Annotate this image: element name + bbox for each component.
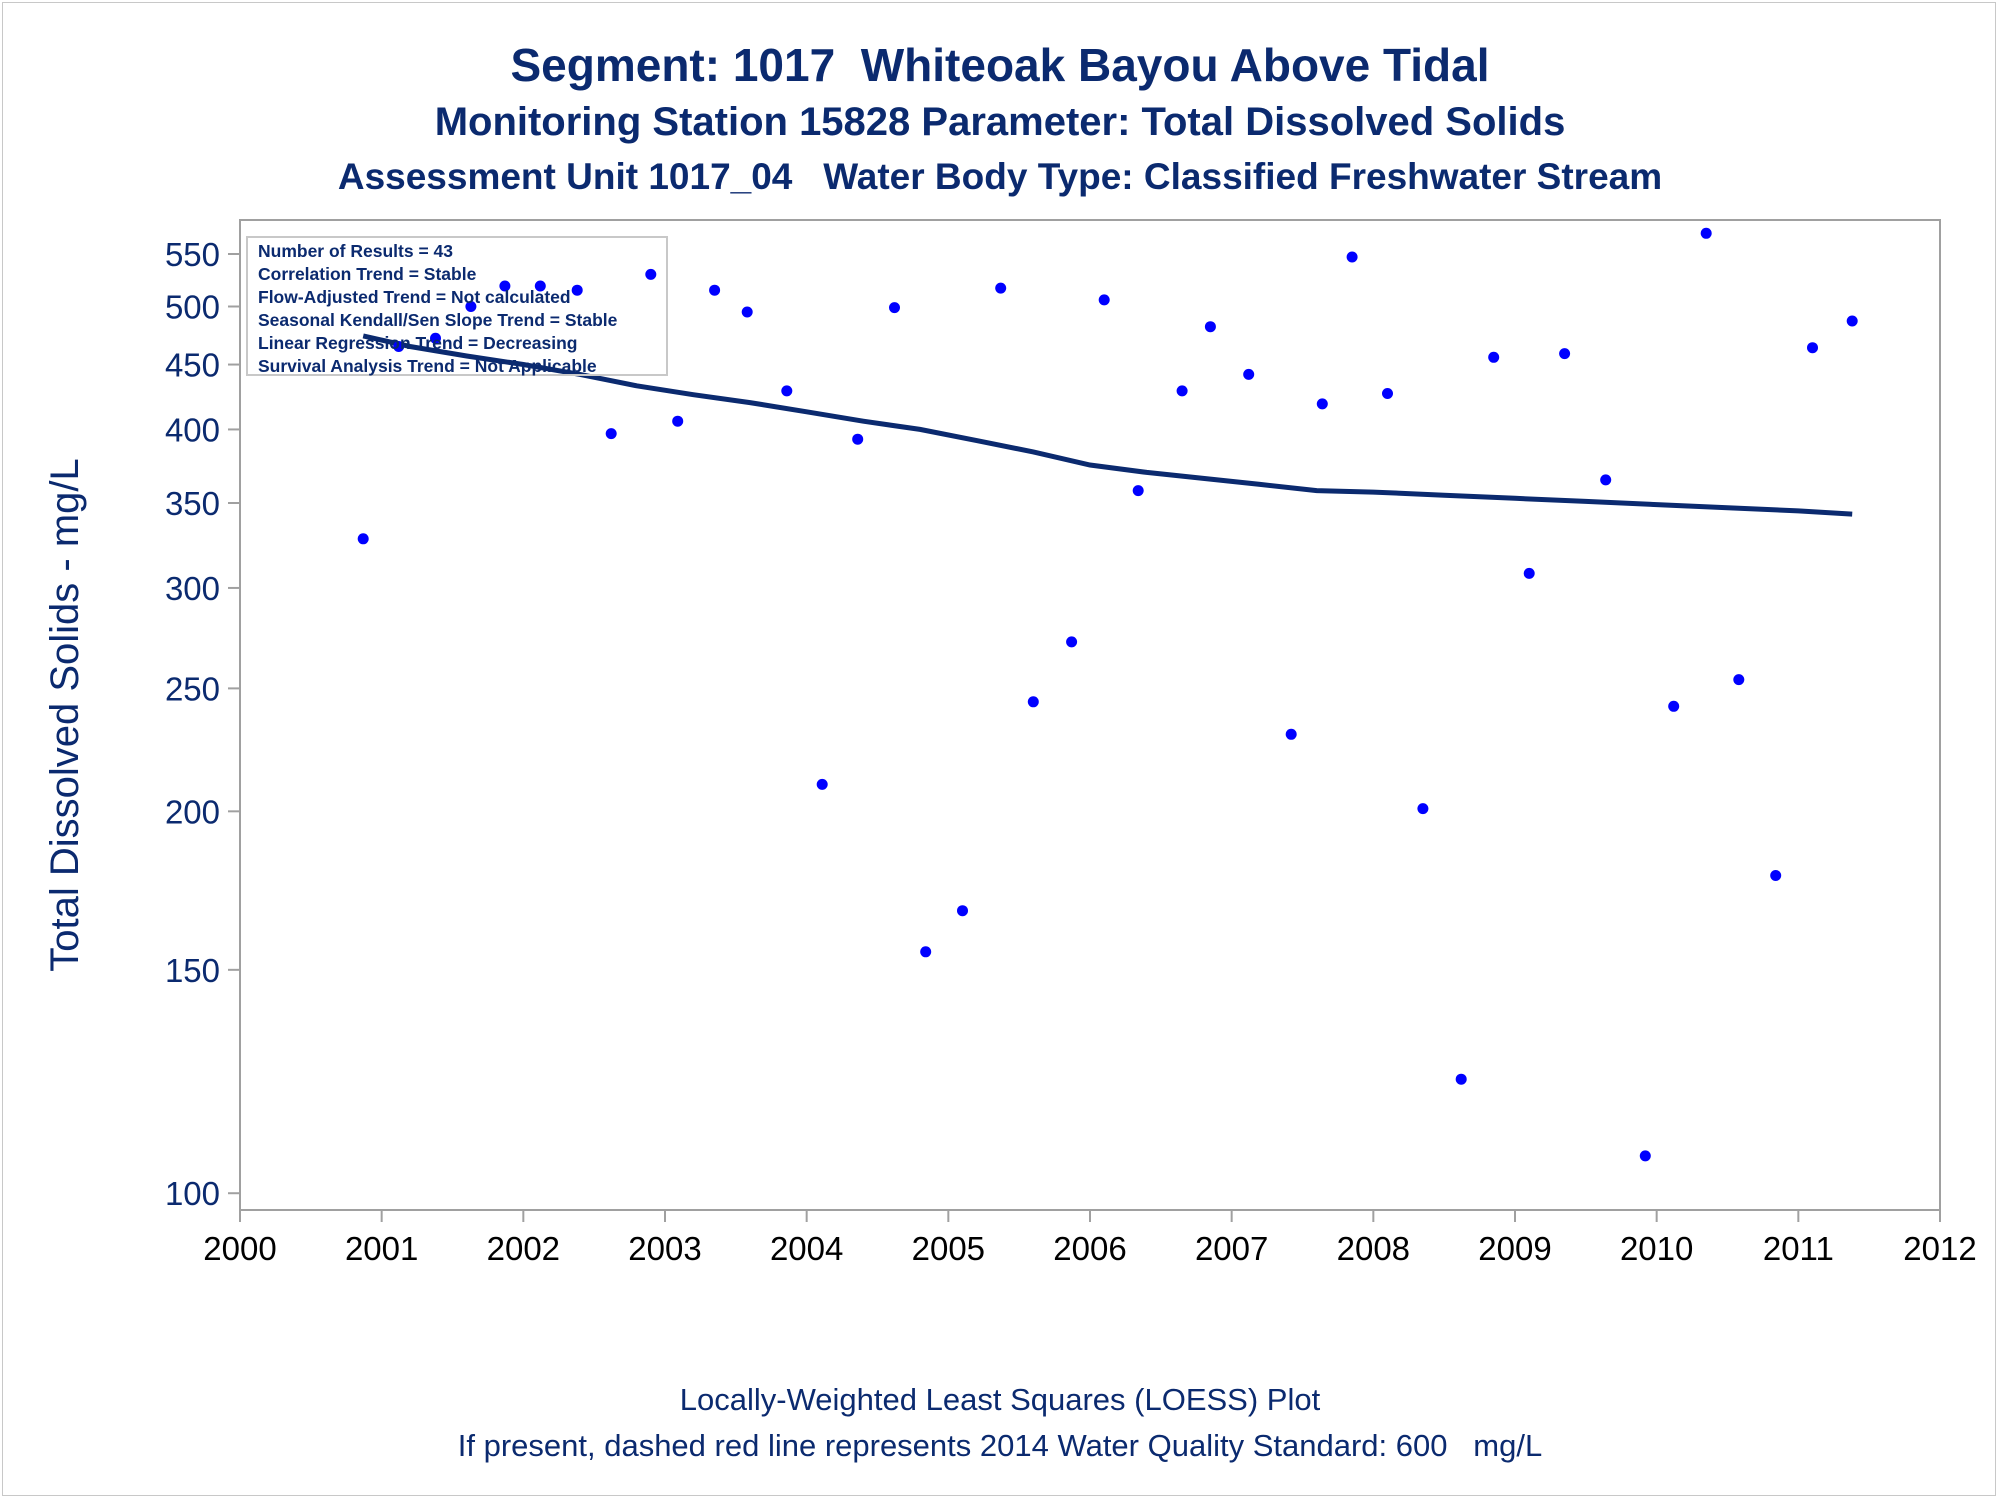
data-point <box>357 533 369 545</box>
data-point <box>1204 321 1216 333</box>
y-tick-label: 500 <box>165 289 220 326</box>
data-point <box>995 282 1007 294</box>
chart-title: Segment: 1017 Whiteoak Bayou Above Tidal <box>510 39 1490 91</box>
x-tick-label: 2012 <box>1903 1230 1976 1267</box>
x-tick-label: 2003 <box>628 1230 701 1267</box>
footnote-standard: If present, dashed red line represents 2… <box>457 1428 1543 1463</box>
data-point <box>672 415 684 427</box>
chart-subtitle-station: Monitoring Station 15828 Parameter: Tota… <box>434 100 1566 144</box>
data-point <box>1733 674 1745 686</box>
data-point <box>1559 348 1571 360</box>
data-point <box>465 301 477 312</box>
loess-line-layer <box>362 333 1853 517</box>
y-tick-label: 250 <box>165 670 220 707</box>
x-tick-label: 2010 <box>1620 1230 1693 1267</box>
data-point <box>709 284 721 296</box>
data-point <box>1455 1073 1467 1085</box>
data-point <box>1488 351 1500 363</box>
x-axis: 2000 2001 2002 2003 2004 2005 2006 2007 2008 2009… <box>203 1210 1977 1267</box>
chart-subtitle-assessment: Assessment Unit 1017_04 Water Body Type:… <box>337 156 1663 197</box>
data-point <box>1600 474 1612 486</box>
data-points-layer <box>357 227 1858 1162</box>
data-point <box>1668 700 1680 712</box>
y-tick-label: 350 <box>165 485 220 522</box>
x-tick-label: 2005 <box>912 1230 985 1267</box>
data-point <box>816 778 828 790</box>
data-point <box>1523 567 1535 579</box>
data-point <box>957 905 968 917</box>
data-point <box>1132 485 1144 497</box>
data-point <box>393 341 405 352</box>
data-point <box>852 433 864 445</box>
data-point <box>605 428 617 440</box>
data-point <box>1027 696 1039 708</box>
data-point <box>781 385 793 397</box>
y-tick-label: 100 <box>165 1175 220 1212</box>
stats-line: Linear Regression Trend = Decreasing <box>258 333 578 353</box>
x-tick-label: 2009 <box>1478 1230 1551 1267</box>
stats-line: Survival Analysis Trend = Not Applicable <box>258 356 597 376</box>
data-point <box>1285 728 1297 740</box>
data-point <box>534 280 546 292</box>
y-tick-label: 550 <box>165 236 220 273</box>
data-point <box>571 284 583 296</box>
stats-line: Correlation Trend = Stable <box>258 264 477 284</box>
x-tick-label: 2000 <box>203 1230 276 1267</box>
data-point <box>1770 870 1782 881</box>
data-point <box>1243 368 1255 380</box>
footnote-loess: Locally-Weighted Least Squares (LOESS) P… <box>679 1382 1321 1417</box>
data-point <box>499 280 511 292</box>
stats-line: Flow-Adjusted Trend = Not calculated <box>258 287 571 307</box>
y-tick-label: 150 <box>165 952 220 989</box>
data-point <box>1382 388 1393 399</box>
stats-line: Seasonal Kendall/Sen Slope Trend = Stabl… <box>258 310 618 330</box>
data-point <box>1807 342 1818 354</box>
data-point <box>1417 803 1429 815</box>
data-point <box>1346 251 1358 263</box>
data-point <box>1098 294 1110 306</box>
data-point <box>920 946 932 958</box>
x-tick-label: 2006 <box>1053 1230 1126 1267</box>
data-point <box>645 268 657 280</box>
data-point <box>1700 227 1712 239</box>
data-point <box>741 306 753 318</box>
data-point <box>1639 1150 1651 1162</box>
loess-line <box>362 333 1853 517</box>
x-tick-label: 2002 <box>487 1230 560 1267</box>
x-tick-label: 2011 <box>1763 1230 1834 1267</box>
x-tick-label: 2001 <box>345 1230 418 1267</box>
y-tick-label: 400 <box>165 411 220 448</box>
data-point <box>1846 315 1858 327</box>
y-axis: 100 150 200 250 300 350 400 450 500 550 <box>165 236 240 1212</box>
data-point <box>1176 385 1188 397</box>
stats-line: Number of Results = 43 <box>258 241 453 261</box>
y-axis-label: Total Dissolved Solids - mg/L <box>43 458 87 972</box>
y-tick-label: 450 <box>165 347 220 384</box>
data-point <box>430 332 441 344</box>
x-tick-label: 2004 <box>770 1230 843 1267</box>
y-tick-label: 300 <box>165 570 220 607</box>
y-tick-label: 200 <box>165 793 220 830</box>
data-point <box>1316 398 1328 410</box>
stats-box: Number of Results = 43 Correlation Trend … <box>246 236 668 376</box>
x-tick-label: 2007 <box>1195 1230 1268 1267</box>
x-tick-label: 2008 <box>1337 1230 1410 1267</box>
data-point <box>1066 636 1078 648</box>
data-point <box>889 302 900 314</box>
